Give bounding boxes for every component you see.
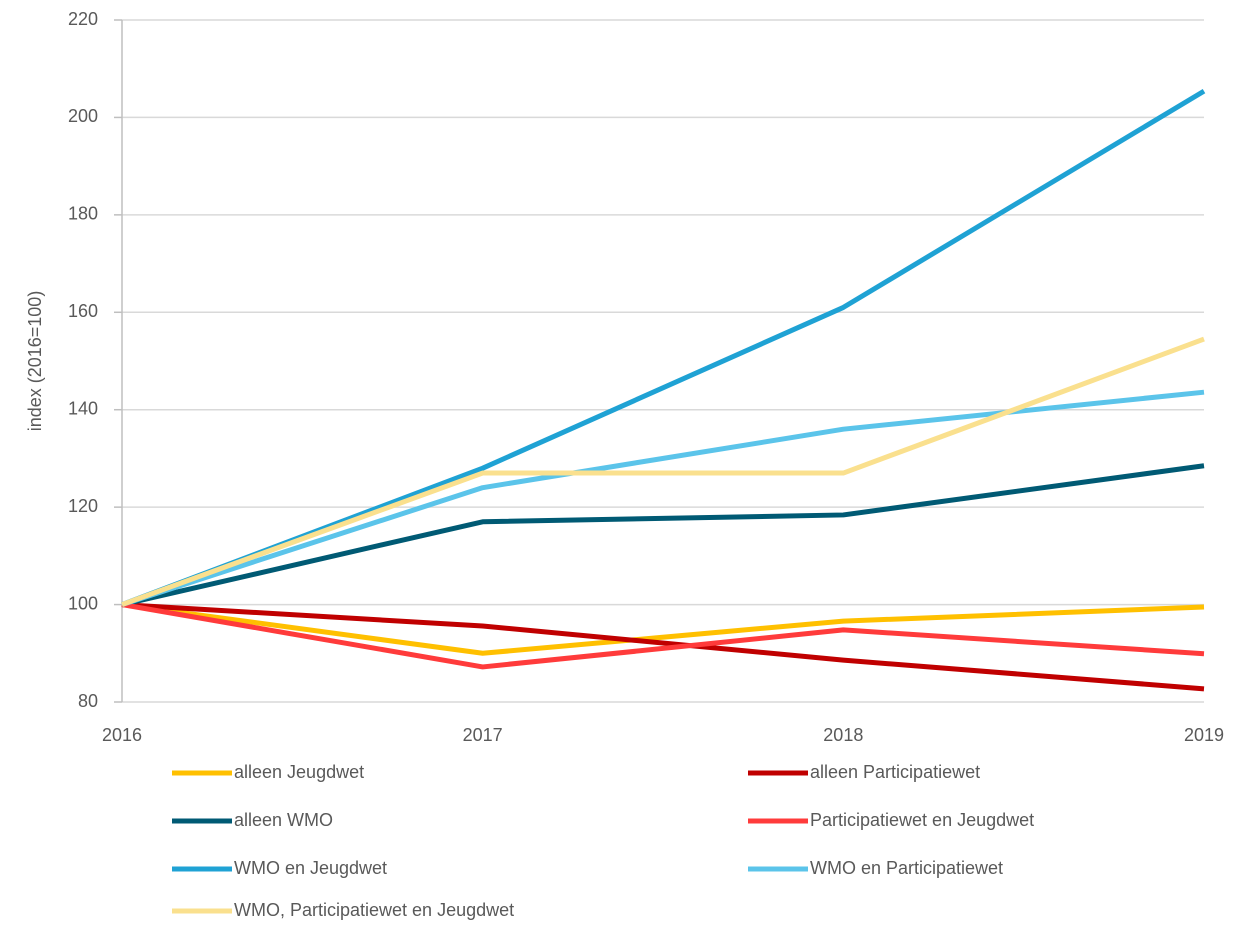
y-tick-label: 220: [68, 9, 98, 29]
legend-label: WMO en Jeugdwet: [234, 858, 387, 878]
legend-label: WMO en Participatiewet: [810, 858, 1003, 878]
line-series: [121, 336, 1205, 607]
y-axis-label: index (2016=100): [25, 291, 45, 432]
x-tick-label: 2017: [463, 725, 503, 745]
legend-label: alleen Participatiewet: [810, 762, 980, 782]
line-series: [121, 389, 1205, 607]
line-series: [121, 88, 1206, 607]
y-tick-label: 140: [68, 398, 98, 418]
y-tick-label: 100: [68, 593, 98, 613]
y-tick-label: 80: [78, 691, 98, 711]
y-tick-label: 180: [68, 204, 98, 224]
legend-label: alleen Jeugdwet: [234, 762, 364, 782]
x-tick-label: 2016: [102, 725, 142, 745]
line-series: [121, 463, 1205, 608]
y-tick-label: 200: [68, 106, 98, 126]
x-tick-label: 2018: [823, 725, 863, 745]
line-series: [121, 602, 1205, 670]
legend-label: alleen WMO: [234, 810, 333, 830]
y-tick-label: 160: [68, 301, 98, 321]
legend-label: Participatiewet en Jeugdwet: [810, 810, 1034, 830]
line-series: [121, 602, 1205, 656]
x-tick-label: 2019: [1184, 725, 1224, 745]
y-tick-label: 120: [68, 496, 98, 516]
legend-label: WMO, Participatiewet en Jeugdwet: [234, 900, 514, 920]
line-series: [121, 602, 1205, 692]
